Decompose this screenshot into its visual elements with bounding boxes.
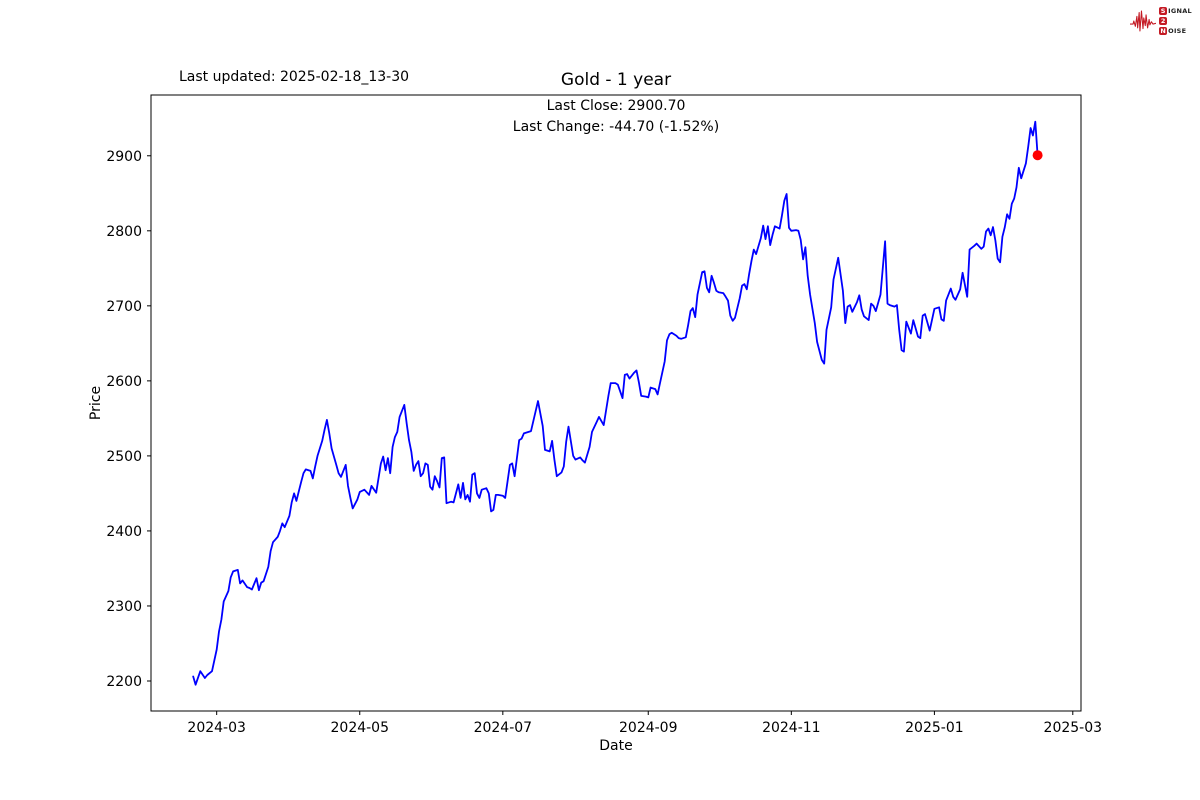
svg-text:2500: 2500 <box>106 449 142 465</box>
svg-text:2400: 2400 <box>106 524 142 540</box>
logo-badge-s: S <box>1159 7 1168 15</box>
svg-text:2024-05: 2024-05 <box>331 720 390 736</box>
chart-title: Gold - 1 year <box>560 70 672 90</box>
x-axis-title: Date <box>599 738 633 754</box>
waveform-icon <box>1130 10 1157 32</box>
logo-row-2: 2 <box>1159 17 1192 26</box>
svg-text:2024-09: 2024-09 <box>619 720 678 736</box>
annotation-block: Last Close: 2900.70 Last Change: -44.70 … <box>151 96 1081 138</box>
svg-text:2700: 2700 <box>106 299 142 315</box>
logo-badge-2: 2 <box>1159 17 1168 25</box>
svg-text:2200: 2200 <box>106 674 142 690</box>
last-close-label: Last Close: 2900.70 <box>546 98 686 114</box>
logo-row-signal: S IGNAL <box>1159 7 1192 15</box>
svg-text:2025-03: 2025-03 <box>1044 720 1103 736</box>
signal2noise-logo: S IGNAL 2 N OISE <box>1130 6 1192 36</box>
last-updated-label: Last updated: 2025-02-18_13-30 <box>179 69 410 85</box>
svg-text:2024-03: 2024-03 <box>187 720 246 736</box>
svg-text:2025-01: 2025-01 <box>905 720 964 736</box>
last-change-label: Last Change: -44.70 (-1.52%) <box>512 119 720 135</box>
y-axis-title: Price <box>88 385 104 421</box>
logo-text: S IGNAL 2 N OISE <box>1159 6 1192 36</box>
svg-text:2024-07: 2024-07 <box>474 720 533 736</box>
svg-text:2024-11: 2024-11 <box>762 720 821 736</box>
svg-text:2600: 2600 <box>106 374 142 390</box>
svg-text:2900: 2900 <box>106 149 142 165</box>
svg-text:2800: 2800 <box>106 224 142 240</box>
logo-row-noise: N OISE <box>1159 27 1187 35</box>
svg-text:2300: 2300 <box>106 599 142 615</box>
logo-badge-n: N <box>1159 27 1168 35</box>
